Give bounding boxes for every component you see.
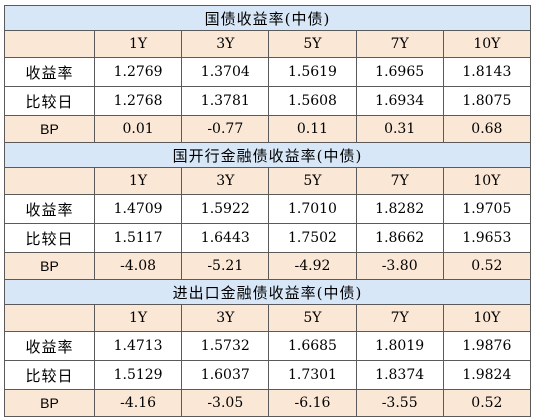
tenor-header: 5Y xyxy=(268,30,357,58)
value-cell: 1.5732 xyxy=(181,331,270,361)
value-cell: 1.2768 xyxy=(93,86,183,116)
header-blank-cell xyxy=(4,304,95,332)
value-cell: 1.5129 xyxy=(93,360,183,390)
table-row: BP 0.01 -0.77 0.11 0.31 0.68 xyxy=(4,115,532,143)
tenor-header: 1Y xyxy=(93,167,183,195)
value-cell: -4.08 xyxy=(93,252,183,280)
value-cell: 1.3704 xyxy=(181,57,270,87)
section-title-row: 进出口金融债收益率(中债) xyxy=(4,279,531,305)
value-cell: -0.77 xyxy=(181,115,270,143)
value-cell: 1.6685 xyxy=(268,331,357,361)
value-cell: -6.16 xyxy=(268,389,357,417)
tenor-header: 1Y xyxy=(93,30,183,58)
tenor-header-row: 1Y 3Y 5Y 7Y 10Y xyxy=(4,30,532,58)
value-cell: 1.6443 xyxy=(181,223,270,253)
value-cell: 1.6934 xyxy=(355,86,444,116)
value-cell: 1.9653 xyxy=(442,223,532,253)
tenor-header: 7Y xyxy=(355,167,444,195)
value-cell: 1.4713 xyxy=(93,331,183,361)
value-cell: 0.31 xyxy=(355,115,444,143)
table-row: 收益率 1.4713 1.5732 1.6685 1.8019 1.9876 xyxy=(4,331,532,361)
value-cell: 1.5117 xyxy=(93,223,183,253)
value-cell: 1.9876 xyxy=(442,331,532,361)
value-cell: -4.92 xyxy=(268,252,357,280)
tenor-header: 3Y xyxy=(181,304,270,332)
value-cell: 1.8282 xyxy=(355,194,444,224)
value-cell: 1.6037 xyxy=(181,360,270,390)
value-cell: 1.8662 xyxy=(355,223,444,253)
row-label: 比较日 xyxy=(4,223,95,253)
value-cell: 1.9705 xyxy=(442,194,532,224)
value-cell: 1.5608 xyxy=(268,86,357,116)
table-row: 收益率 1.2769 1.3704 1.5619 1.6965 1.8143 xyxy=(4,57,532,87)
tenor-header: 3Y xyxy=(181,167,270,195)
value-cell: 1.9824 xyxy=(442,360,532,390)
tenor-header-row: 1Y 3Y 5Y 7Y 10Y xyxy=(4,304,532,332)
row-label: 收益率 xyxy=(4,194,95,224)
value-cell: 0.52 xyxy=(442,252,532,280)
value-cell: 1.8019 xyxy=(355,331,444,361)
value-cell: 1.7010 xyxy=(268,194,357,224)
tenor-header: 1Y xyxy=(93,304,183,332)
tenor-header: 3Y xyxy=(181,30,270,58)
tenor-header: 10Y xyxy=(442,167,532,195)
section-title: 进出口金融债收益率(中债) xyxy=(4,279,531,305)
value-cell: 1.4709 xyxy=(93,194,183,224)
value-cell: 1.8374 xyxy=(355,360,444,390)
table-row: 收益率 1.4709 1.5922 1.7010 1.8282 1.9705 xyxy=(4,194,532,224)
row-label: 比较日 xyxy=(4,360,95,390)
value-cell: 0.11 xyxy=(268,115,357,143)
row-label: 比较日 xyxy=(4,86,95,116)
value-cell: 1.8143 xyxy=(442,57,532,87)
row-label: BP xyxy=(4,252,95,280)
section-title: 国开行金融债收益率(中债) xyxy=(4,142,531,168)
tenor-header: 5Y xyxy=(268,167,357,195)
row-label: 收益率 xyxy=(4,331,95,361)
yield-table: 国债收益率(中债) 1Y 3Y 5Y 7Y 10Y 收益率 1.2769 1.3704 1.561… xyxy=(4,5,532,417)
value-cell: 0.01 xyxy=(93,115,183,143)
row-label: BP xyxy=(4,389,95,417)
tenor-header: 7Y xyxy=(355,30,444,58)
value-cell: 0.68 xyxy=(442,115,532,143)
value-cell: -3.55 xyxy=(355,389,444,417)
tenor-header: 10Y xyxy=(442,30,532,58)
value-cell: 1.8075 xyxy=(442,86,532,116)
table-row: BP -4.08 -5.21 -4.92 -3.80 0.52 xyxy=(4,252,532,280)
table-row: 比较日 1.5117 1.6443 1.7502 1.8662 1.9653 xyxy=(4,223,532,253)
section-title-row: 国债收益率(中债) xyxy=(4,5,531,31)
header-blank-cell xyxy=(4,30,95,58)
yield-table-container: 国债收益率(中债) 1Y 3Y 5Y 7Y 10Y 收益率 1.2769 1.3704 1.561… xyxy=(4,5,532,417)
value-cell: 1.5619 xyxy=(268,57,357,87)
tenor-header: 10Y xyxy=(442,304,532,332)
value-cell: -4.16 xyxy=(93,389,183,417)
value-cell: 0.52 xyxy=(442,389,532,417)
value-cell: 1.5922 xyxy=(181,194,270,224)
table-row: BP -4.16 -3.05 -6.16 -3.55 0.52 xyxy=(4,389,532,417)
row-label: BP xyxy=(4,115,95,143)
row-label: 收益率 xyxy=(4,57,95,87)
value-cell: 1.3781 xyxy=(181,86,270,116)
value-cell: -3.05 xyxy=(181,389,270,417)
section-title-row: 国开行金融债收益率(中债) xyxy=(4,142,531,168)
value-cell: 1.7502 xyxy=(268,223,357,253)
table-row: 比较日 1.2768 1.3781 1.5608 1.6934 1.8075 xyxy=(4,86,532,116)
section-title: 国债收益率(中债) xyxy=(4,5,531,31)
value-cell: 1.7301 xyxy=(268,360,357,390)
value-cell: -5.21 xyxy=(181,252,270,280)
tenor-header: 5Y xyxy=(268,304,357,332)
value-cell: 1.6965 xyxy=(355,57,444,87)
tenor-header-row: 1Y 3Y 5Y 7Y 10Y xyxy=(4,167,532,195)
value-cell: 1.2769 xyxy=(93,57,183,87)
value-cell: -3.80 xyxy=(355,252,444,280)
header-blank-cell xyxy=(4,167,95,195)
tenor-header: 7Y xyxy=(355,304,444,332)
table-row: 比较日 1.5129 1.6037 1.7301 1.8374 1.9824 xyxy=(4,360,532,390)
